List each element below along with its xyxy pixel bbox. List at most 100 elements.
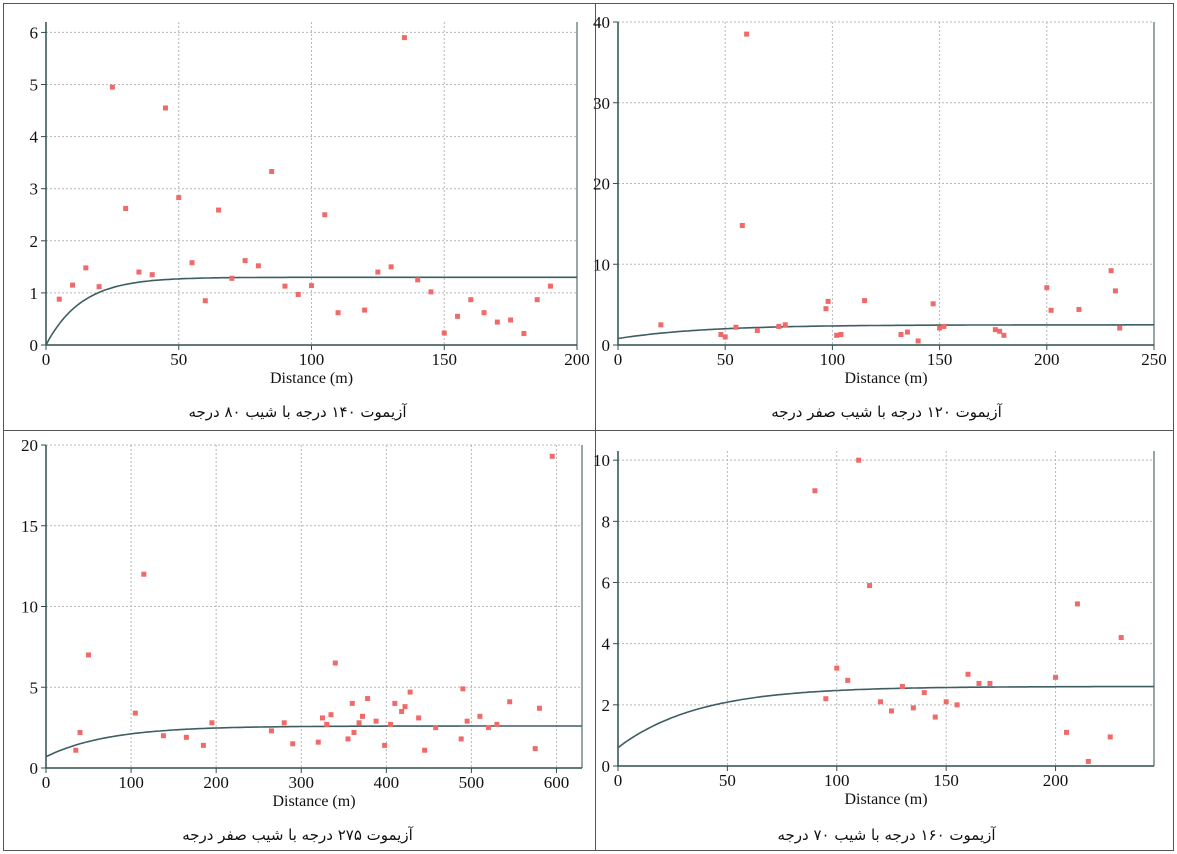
x-tick-label: 250 xyxy=(1141,350,1167,369)
data-point xyxy=(162,105,168,111)
data-point xyxy=(141,571,147,577)
y-tick-label: 0 xyxy=(30,759,39,778)
y-tick-label: 1 xyxy=(30,284,39,303)
x-tick-label: 400 xyxy=(374,773,400,792)
experimental-points-4 xyxy=(812,457,1124,764)
data-point xyxy=(1076,306,1082,312)
data-point xyxy=(856,457,862,463)
data-point xyxy=(549,453,555,459)
data-point xyxy=(202,298,208,304)
data-point xyxy=(365,696,371,702)
data-point xyxy=(345,736,351,742)
data-point xyxy=(932,714,938,720)
data-point xyxy=(733,324,739,330)
x-tick-label: 100 xyxy=(118,773,144,792)
data-point xyxy=(838,332,844,338)
data-point xyxy=(415,277,421,283)
data-point xyxy=(255,263,261,269)
y-tick-label: 0 xyxy=(602,336,611,355)
grid-lines-4 xyxy=(618,451,1154,766)
data-point xyxy=(375,269,381,275)
data-point xyxy=(460,686,466,692)
y-tick-label: 3 xyxy=(30,180,39,199)
data-point xyxy=(823,696,829,702)
variogram-panel-2: 0 50 100 150 200 250 0 10 20 30 40 Distance (m) آزی… xyxy=(593,0,1177,430)
data-point xyxy=(399,708,405,714)
data-point xyxy=(941,323,947,329)
data-point xyxy=(160,733,166,739)
data-point xyxy=(269,169,275,175)
x-tick-label: 100 xyxy=(824,771,850,790)
data-point xyxy=(392,700,398,706)
x-tick-label: 200 xyxy=(564,350,590,369)
y-tick-label: 10 xyxy=(593,451,610,470)
y-tick-label: 0 xyxy=(602,757,611,776)
x-tick-label: 50 xyxy=(170,350,187,369)
x-tick-label: 500 xyxy=(459,773,485,792)
data-point xyxy=(315,739,321,745)
data-point xyxy=(739,222,745,228)
x-tick-label: 0 xyxy=(614,771,623,790)
variogram-panel-4: 0 50 100 150 200 0 2 4 6 8 10 Distance (m) آزیموت ۱… xyxy=(593,431,1177,854)
data-point xyxy=(1053,674,1059,680)
data-point xyxy=(200,742,206,748)
variogram-chart-4: 0 50 100 150 200 0 2 4 6 8 10 Distance (m) xyxy=(593,451,1155,808)
panel-caption-3: آزیموت ۲۷۵ درجه با شیب صفر درجه xyxy=(182,826,413,844)
x-tick-label: 200 xyxy=(203,773,229,792)
data-point xyxy=(718,332,724,338)
data-point xyxy=(754,327,760,333)
data-point xyxy=(954,702,960,708)
data-point xyxy=(402,704,408,710)
x-axis-label-1: Distance (m) xyxy=(270,370,353,387)
data-point xyxy=(915,338,921,344)
data-point xyxy=(898,332,904,338)
experimental-points-2 xyxy=(658,31,1123,344)
model-curve-1 xyxy=(45,276,577,346)
data-point xyxy=(388,721,394,727)
data-point xyxy=(176,195,182,201)
panel-caption-4: آزیموت ۱۶۰ درجه با شیب ۷۰ درجه xyxy=(777,826,996,844)
x-tick-label: 50 xyxy=(719,771,736,790)
data-point xyxy=(878,699,884,705)
data-point xyxy=(324,721,330,727)
data-point xyxy=(834,665,840,671)
x-tick-label: 150 xyxy=(927,350,953,369)
data-point xyxy=(362,307,368,313)
data-point xyxy=(910,705,916,711)
variogram-panel-3: 0 100 200 300 400 500 600 0 5 10 15 20 Distance (m) … xyxy=(0,431,595,854)
data-point xyxy=(295,291,301,297)
data-point xyxy=(359,713,365,719)
data-point xyxy=(109,84,115,90)
data-point xyxy=(1118,635,1124,641)
y-tick-label: 30 xyxy=(593,94,610,113)
data-point xyxy=(401,35,407,41)
data-point xyxy=(458,736,464,742)
data-point xyxy=(782,322,788,328)
data-point xyxy=(351,729,357,735)
data-point xyxy=(508,317,514,323)
data-point xyxy=(388,264,394,270)
data-point xyxy=(536,705,542,711)
data-point xyxy=(73,747,79,753)
vertical-divider xyxy=(595,3,596,851)
data-point xyxy=(888,708,894,714)
x-tick-label: 200 xyxy=(1043,771,1069,790)
data-point xyxy=(845,677,851,683)
data-point xyxy=(937,325,943,331)
y-tick-label: 20 xyxy=(21,436,38,455)
figure-frame xyxy=(3,3,1174,851)
data-point xyxy=(943,699,949,705)
data-point xyxy=(1063,729,1069,735)
data-point xyxy=(356,720,362,726)
x-tick-label: 200 xyxy=(1034,350,1060,369)
x-tick-label: 0 xyxy=(42,350,51,369)
x-tick-label: 50 xyxy=(717,350,734,369)
x-tick-label: 600 xyxy=(544,773,570,792)
y-tick-label: 4 xyxy=(30,128,39,147)
data-point xyxy=(658,322,664,328)
data-point xyxy=(86,652,92,658)
panel-caption-1: آزیموت ۱۴۰ درجه با شیب ۸۰ درجه xyxy=(188,403,407,421)
data-point xyxy=(96,284,102,290)
data-point xyxy=(290,741,296,747)
y-tick-label: 20 xyxy=(593,175,610,194)
